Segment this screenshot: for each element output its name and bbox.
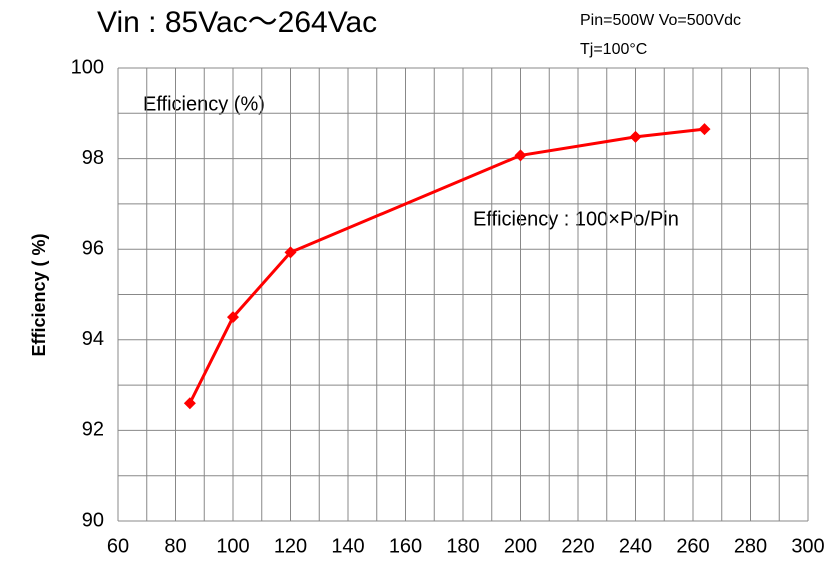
series-line [188,127,705,404]
y-tick-label: 92 [82,419,104,441]
data-point [698,123,711,136]
x-tick-label: 100 [216,535,249,557]
data-point [284,246,297,259]
x-tick-label: 140 [331,535,364,557]
annotation: Tj=100°C [580,41,647,58]
x-tick-label: 200 [504,535,537,557]
x-tick-label: 300 [791,535,824,557]
data-point [514,149,527,162]
x-tick-label: 220 [561,535,594,557]
y-tick-label: 90 [82,509,104,531]
data-point [183,397,196,410]
annotation: Efficiency : 100×Po/Pin [473,208,679,230]
y-tick-label: 98 [82,147,104,169]
x-tick-label: 80 [164,535,186,557]
y-tick-label: 96 [82,237,104,259]
x-tick-label: 60 [107,535,129,557]
x-tick-label: 180 [446,535,479,557]
data-point [629,130,642,143]
x-tick-label: 160 [389,535,422,557]
x-tick-label: 120 [274,535,307,557]
data-point [227,311,239,324]
chart-title: Vin : 85Vac～264Vac [97,6,377,39]
y-tick-label: 94 [82,328,104,350]
y-axis-label: Efficiency ( %) [29,233,49,356]
annotation: Pin=500W Vo=500Vdc [580,12,741,29]
x-tick-label: 280 [734,535,767,557]
y-tick-label: 100 [71,56,104,78]
x-tick-label: 240 [619,535,652,557]
x-tick-label: 260 [676,535,709,557]
